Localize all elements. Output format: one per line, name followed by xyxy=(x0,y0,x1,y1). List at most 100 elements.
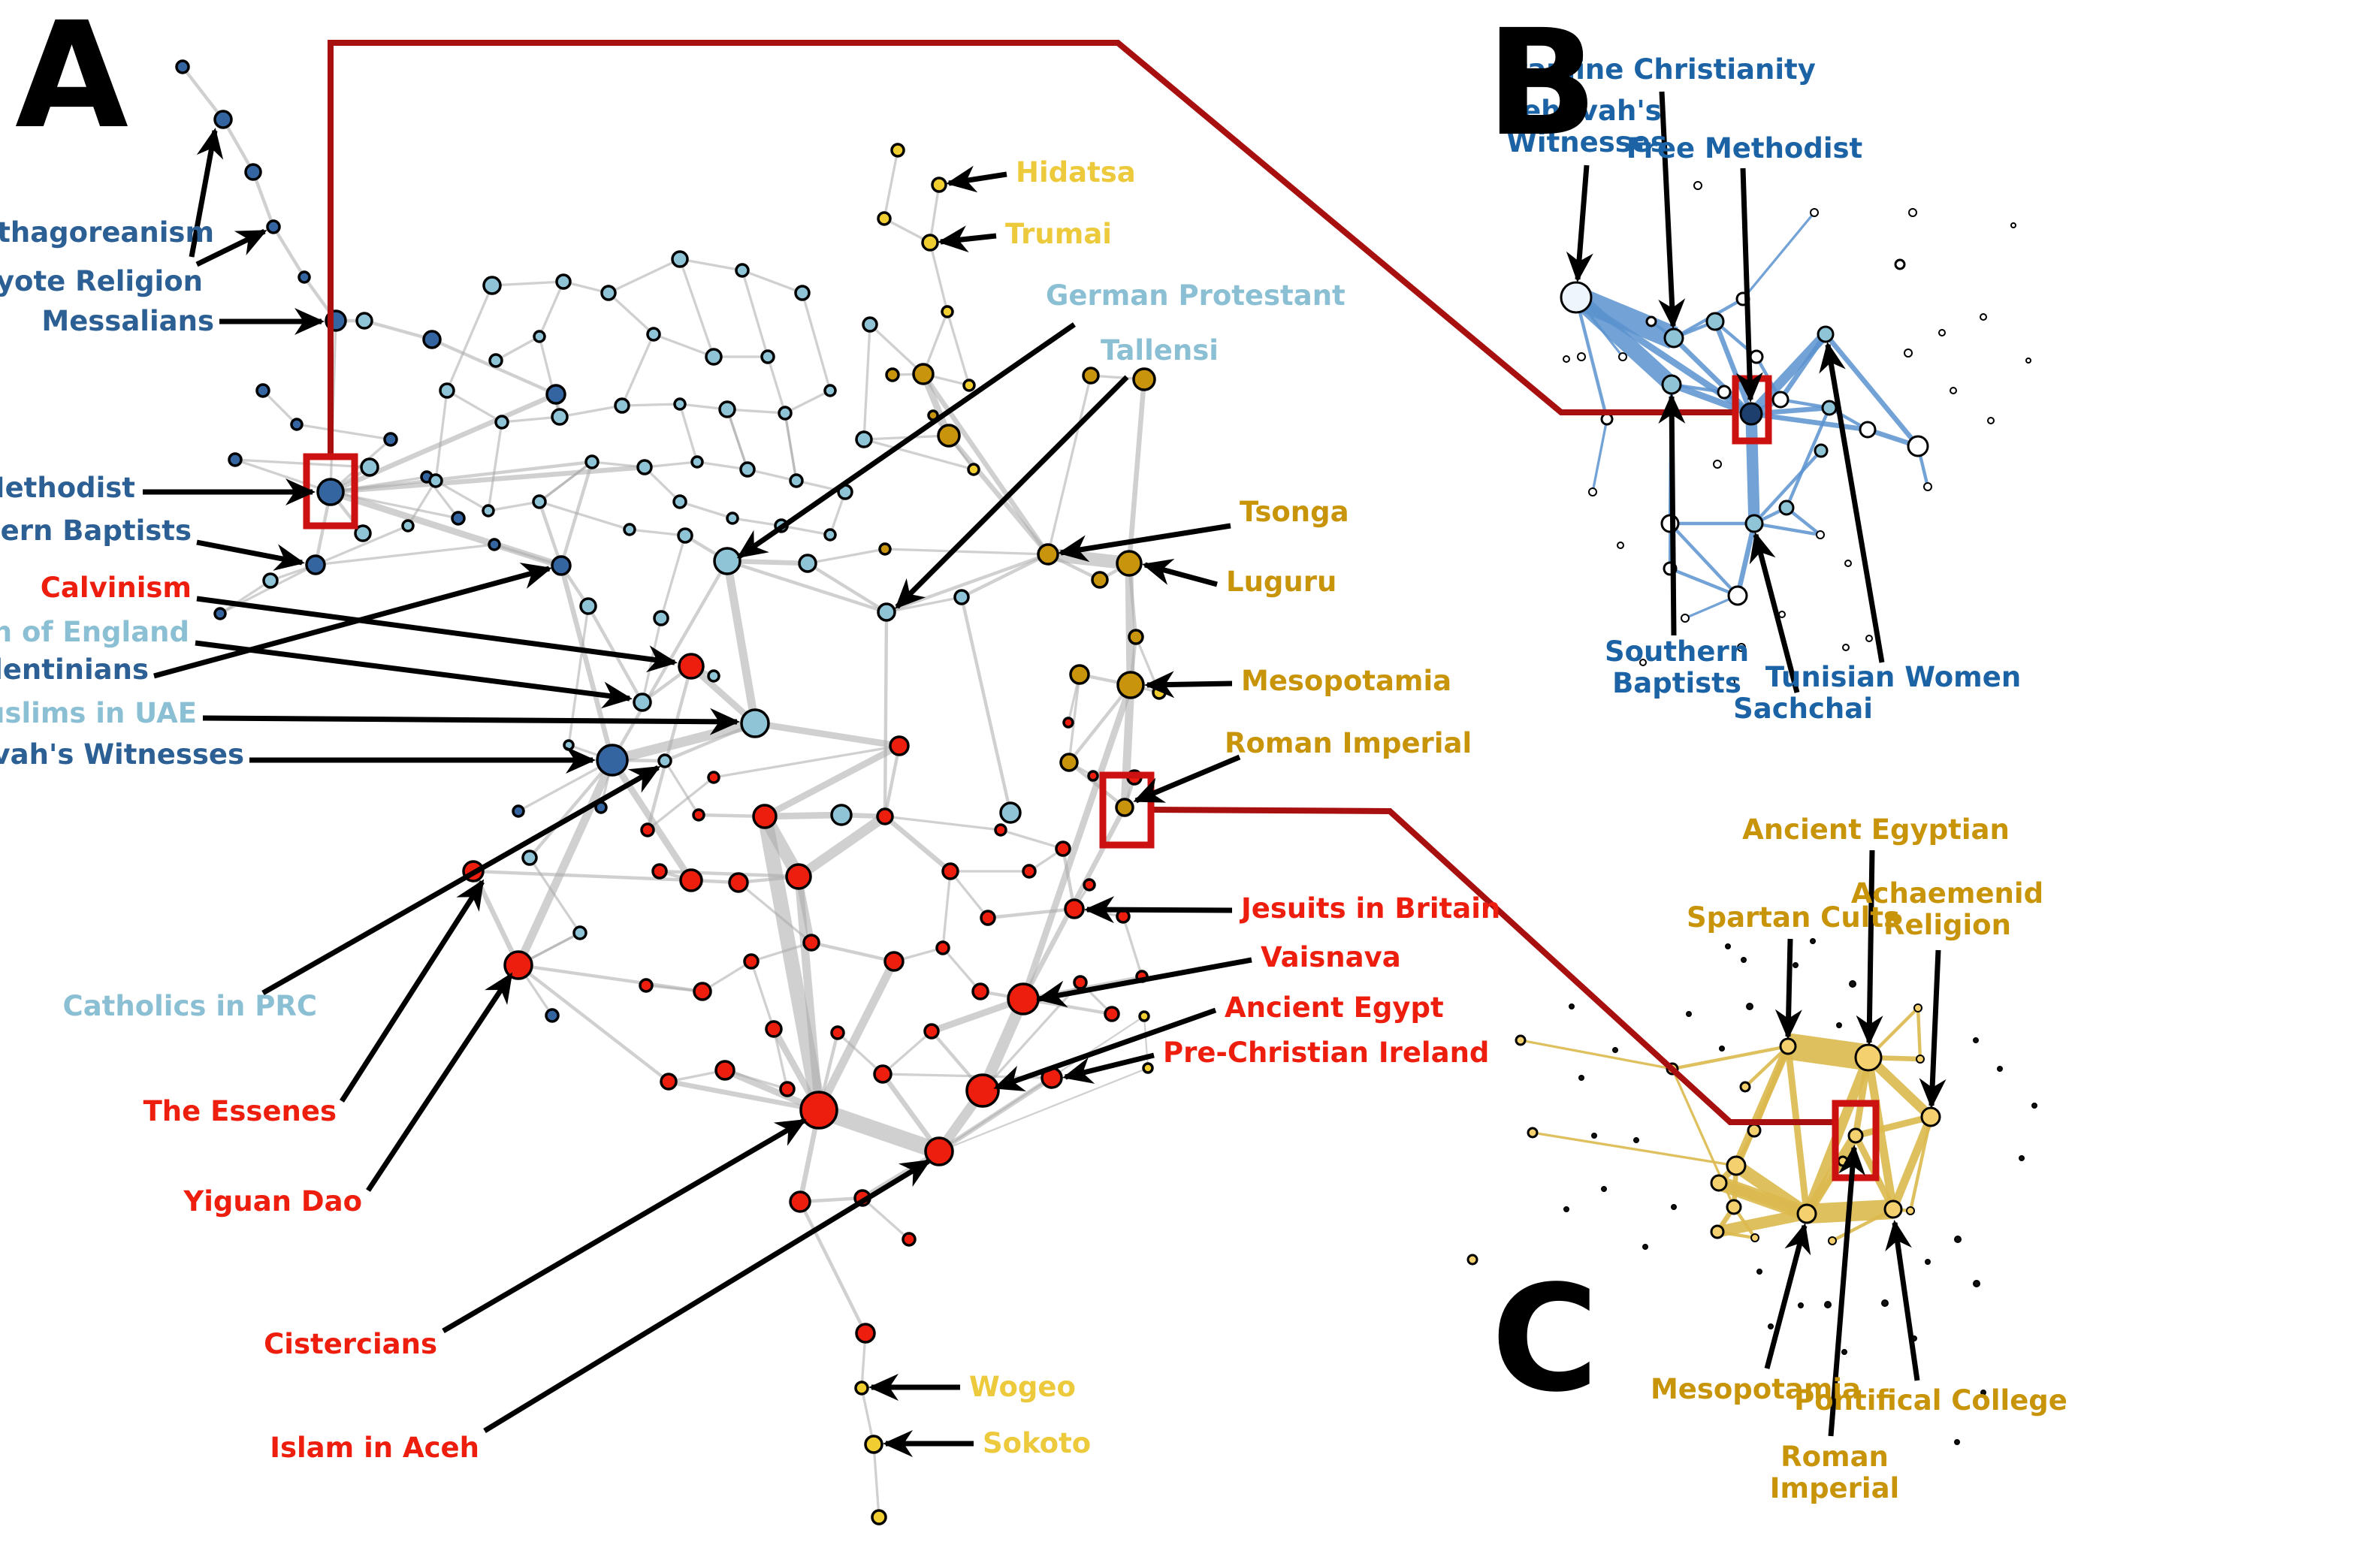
network-node xyxy=(1739,402,1763,426)
network-edge xyxy=(1574,297,1609,420)
network-node xyxy=(1073,975,1088,990)
network-node xyxy=(1913,1003,1922,1012)
network-node xyxy=(924,1136,954,1166)
network-edge xyxy=(1864,1057,1898,1210)
network-edge xyxy=(1126,379,1147,564)
network-node xyxy=(941,862,959,880)
network-node xyxy=(1836,1022,1842,1028)
network-node xyxy=(1686,1011,1692,1017)
network-edge xyxy=(473,869,692,883)
network-node xyxy=(1116,550,1143,577)
network-edge xyxy=(860,1387,875,1445)
network-node xyxy=(743,953,760,970)
network-node xyxy=(1837,1155,1849,1167)
network-edge xyxy=(653,333,714,358)
network-node xyxy=(1883,1199,1903,1219)
node-label-tallensi: Tallensi xyxy=(1101,334,1219,367)
network-edge xyxy=(872,1444,880,1518)
network-edge xyxy=(645,665,693,831)
network-node xyxy=(1728,678,1735,686)
network-node xyxy=(673,397,687,411)
network-edge xyxy=(494,543,562,567)
node-labels-layer: Pythagoreanism Peyote Religion Messalians F… xyxy=(0,53,2067,1504)
label-arrow-pythagoreanism xyxy=(189,128,224,258)
network-node xyxy=(823,528,837,542)
network-node xyxy=(878,542,892,556)
network-node xyxy=(785,863,812,890)
network-edge xyxy=(559,404,623,418)
network-edge xyxy=(941,871,952,949)
network-node xyxy=(1069,664,1090,685)
network-node xyxy=(503,950,533,980)
network-node xyxy=(855,1323,876,1344)
network-edge xyxy=(801,292,832,391)
network-node xyxy=(1578,1075,1584,1081)
node-label-islam-in-aceh: Islam in Aceh xyxy=(270,1432,479,1464)
node-label-pontifical-college: Pontifical College xyxy=(1794,1384,2067,1417)
network-node xyxy=(355,312,373,330)
network-node xyxy=(633,693,652,712)
label-arrow-catholics-in-prc xyxy=(261,765,661,996)
network-node xyxy=(1725,943,1731,949)
node-label-jehovah-s-witnesses: Jehovah's Witnesses xyxy=(1506,95,1667,158)
network-node xyxy=(690,455,704,469)
network-edge xyxy=(621,333,655,406)
network-node xyxy=(1737,643,1746,652)
network-node xyxy=(1739,1081,1751,1093)
network-edge xyxy=(1747,330,1829,418)
network-node xyxy=(262,572,279,589)
label-arrow-luguru xyxy=(1142,559,1218,587)
network-edge xyxy=(487,421,503,511)
network-node xyxy=(1908,208,1917,217)
network-node xyxy=(1906,1206,1915,1215)
network-edge xyxy=(922,311,949,375)
network-edge xyxy=(272,225,306,279)
network-node xyxy=(1779,1037,1797,1055)
network-edge xyxy=(315,524,409,566)
network-edge xyxy=(234,458,370,469)
network-node xyxy=(1980,1390,1986,1396)
network-edge xyxy=(696,460,748,471)
node-label-free-methodist: Free Methodist xyxy=(1626,132,1862,164)
panel-C-edges xyxy=(1520,1006,1935,1242)
network-edge xyxy=(678,403,699,463)
network-edge xyxy=(881,1030,933,1076)
label-arrow-spartan-cults xyxy=(1774,938,1802,1040)
network-node xyxy=(1661,374,1682,395)
network-node xyxy=(488,538,501,551)
network-edge xyxy=(807,548,886,565)
network-edge xyxy=(629,528,686,537)
network-node xyxy=(660,1073,678,1091)
network-edge xyxy=(608,258,681,294)
network-node xyxy=(1814,443,1829,458)
network-edge xyxy=(784,389,831,415)
panel-B-nodes xyxy=(1560,181,2031,686)
network-edge xyxy=(796,812,888,881)
network-edge xyxy=(863,438,974,471)
network-node xyxy=(1997,1066,2003,1072)
network-node xyxy=(1894,258,1906,270)
network-node xyxy=(1796,1203,1817,1224)
network-node xyxy=(1087,770,1099,782)
network-node xyxy=(902,1232,917,1247)
node-label-german-protestant: German Protestant xyxy=(1046,279,1346,312)
network-node xyxy=(1881,1299,1889,1307)
network-node xyxy=(965,1073,1000,1108)
network-edge xyxy=(501,415,560,424)
network-edge xyxy=(1716,1208,1808,1238)
network-node xyxy=(1055,840,1071,857)
network-node xyxy=(789,1190,811,1213)
label-arrow-southern-baptists xyxy=(1658,394,1686,636)
network-node xyxy=(1923,482,1932,491)
network-node xyxy=(401,519,415,533)
network-node xyxy=(614,397,630,414)
network-node xyxy=(1569,1003,1575,1009)
network-edge xyxy=(591,460,645,469)
network-node xyxy=(1973,1037,1979,1043)
node-label-spartan-cults: Spartan Cults xyxy=(1687,901,1900,934)
network-node xyxy=(1642,1244,1648,1250)
node-label-roman-imperial: Roman Imperial xyxy=(1770,1441,1899,1504)
network-edge xyxy=(491,280,564,287)
node-label-muslims-in-uae: Muslims in UAE xyxy=(0,697,197,729)
network-node xyxy=(512,804,525,818)
